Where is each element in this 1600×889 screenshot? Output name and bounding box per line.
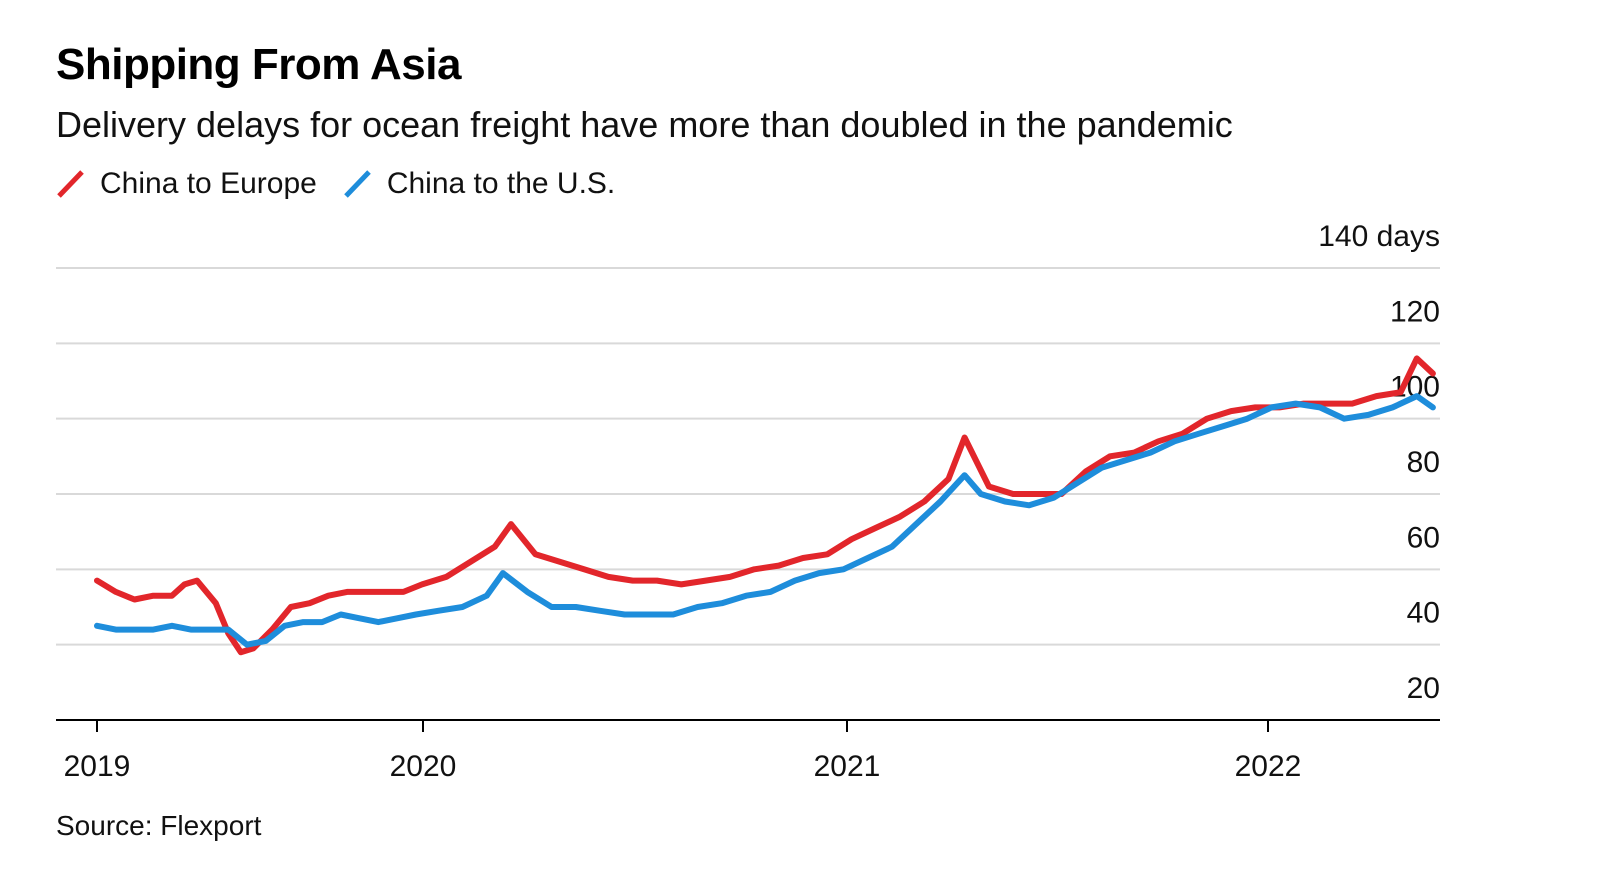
x-tick-label-2019: 2019	[64, 750, 131, 783]
legend-item-china-to-us: China to the U.S.	[343, 167, 615, 201]
chart-legend: China to Europe China to the U.S.	[56, 164, 641, 204]
y-tick-label-40: 40	[1407, 597, 1440, 630]
y-tick-label-140: 140 days	[1318, 220, 1440, 253]
x-tick-label-2021: 2021	[814, 750, 881, 783]
chart-title: Shipping From Asia	[56, 40, 461, 89]
y-tick-label-120: 120	[1390, 295, 1440, 328]
source-note: Source: Flexport	[56, 810, 262, 841]
y-tick-label-80: 80	[1407, 446, 1440, 479]
y-tick-label-20: 20	[1407, 672, 1440, 705]
series-lines	[94, 355, 1436, 656]
series-line-china-to-the-u-s	[94, 393, 1436, 648]
legend-label-china-to-us: China to the U.S.	[386, 167, 616, 200]
x-axis: 2019 2020 2021 2022	[56, 719, 1440, 783]
x-tick-label-2022: 2022	[1235, 750, 1302, 783]
legend-item-china-to-europe: China to Europe	[56, 167, 317, 201]
legend-swatch-line	[344, 170, 371, 198]
legend-label-china-to-europe: China to Europe	[100, 167, 317, 200]
chart-subtitle: Delivery delays for ocean freight have m…	[56, 104, 1233, 145]
series-line-china-to-europe	[94, 355, 1436, 656]
y-tick-label-60: 60	[1407, 521, 1440, 554]
legend-swatch-line	[57, 170, 84, 198]
grid-lines	[56, 267, 1440, 646]
legend-swatch-china-to-us	[344, 170, 371, 198]
x-tick-label-2020: 2020	[390, 750, 457, 783]
legend-swatch-china-to-europe	[57, 170, 84, 198]
